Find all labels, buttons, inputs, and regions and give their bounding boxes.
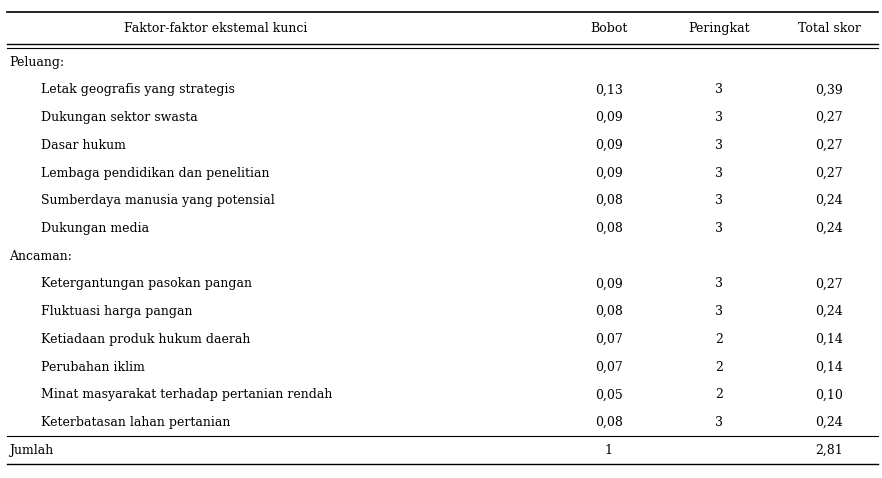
- Text: 0,24: 0,24: [815, 416, 843, 429]
- Text: Ketiadaan produk hukum daerah: Ketiadaan produk hukum daerah: [41, 333, 250, 346]
- Text: 3: 3: [714, 83, 723, 97]
- Text: 3: 3: [714, 111, 723, 124]
- Text: 0,39: 0,39: [815, 83, 843, 97]
- Text: Perubahan iklim: Perubahan iklim: [41, 360, 145, 374]
- Text: 0,13: 0,13: [594, 83, 623, 97]
- Text: 0,24: 0,24: [815, 305, 843, 318]
- Text: 0,27: 0,27: [815, 277, 843, 291]
- Text: 3: 3: [714, 277, 723, 291]
- Text: 2: 2: [715, 360, 722, 374]
- Text: 0,07: 0,07: [594, 360, 623, 374]
- Text: Fluktuasi harga pangan: Fluktuasi harga pangan: [41, 305, 192, 318]
- Text: 3: 3: [714, 166, 723, 180]
- Text: Faktor-faktor ekstemal kunci: Faktor-faktor ekstemal kunci: [124, 22, 308, 35]
- Text: 3: 3: [714, 194, 723, 207]
- Text: 2,81: 2,81: [815, 444, 843, 457]
- Text: Ketergantungan pasokan pangan: Ketergantungan pasokan pangan: [41, 277, 251, 291]
- Text: 3: 3: [714, 139, 723, 152]
- Text: 0,08: 0,08: [594, 416, 623, 429]
- Text: 2: 2: [715, 333, 722, 346]
- Text: Total skor: Total skor: [797, 22, 861, 35]
- Text: 0,09: 0,09: [594, 166, 623, 180]
- Text: Peluang:: Peluang:: [9, 55, 64, 69]
- Text: Keterbatasan lahan pertanian: Keterbatasan lahan pertanian: [41, 416, 230, 429]
- Text: Dukungan sektor swasta: Dukungan sektor swasta: [41, 111, 198, 124]
- Text: 0,09: 0,09: [594, 277, 623, 291]
- Text: 0,08: 0,08: [594, 194, 623, 207]
- Text: Sumberdaya manusia yang potensial: Sumberdaya manusia yang potensial: [41, 194, 274, 207]
- Text: 3: 3: [714, 222, 723, 235]
- Text: 0,27: 0,27: [815, 139, 843, 152]
- Text: Minat masyarakat terhadap pertanian rendah: Minat masyarakat terhadap pertanian rend…: [41, 388, 332, 402]
- Text: 3: 3: [714, 416, 723, 429]
- Text: 0,24: 0,24: [815, 222, 843, 235]
- Text: 0,05: 0,05: [594, 388, 623, 402]
- Text: Ancaman:: Ancaman:: [9, 250, 71, 263]
- Text: 0,14: 0,14: [815, 333, 843, 346]
- Text: 1: 1: [604, 444, 613, 457]
- Text: 0,09: 0,09: [594, 139, 623, 152]
- Text: 0,08: 0,08: [594, 305, 623, 318]
- Text: Letak geografis yang strategis: Letak geografis yang strategis: [41, 83, 235, 97]
- Text: 0,10: 0,10: [815, 388, 843, 402]
- Text: Dukungan media: Dukungan media: [41, 222, 149, 235]
- Text: Dasar hukum: Dasar hukum: [41, 139, 125, 152]
- Text: Bobot: Bobot: [590, 22, 627, 35]
- Text: 0,27: 0,27: [815, 111, 843, 124]
- Text: 0,07: 0,07: [594, 333, 623, 346]
- Text: Peringkat: Peringkat: [688, 22, 750, 35]
- Text: Lembaga pendidikan dan penelitian: Lembaga pendidikan dan penelitian: [41, 166, 269, 180]
- Text: 0,08: 0,08: [594, 222, 623, 235]
- Text: 3: 3: [714, 305, 723, 318]
- Text: 0,09: 0,09: [594, 111, 623, 124]
- Text: Jumlah: Jumlah: [9, 444, 53, 457]
- Text: 0,14: 0,14: [815, 360, 843, 374]
- Text: 0,27: 0,27: [815, 166, 843, 180]
- Text: 0,24: 0,24: [815, 194, 843, 207]
- Text: 2: 2: [715, 388, 722, 402]
